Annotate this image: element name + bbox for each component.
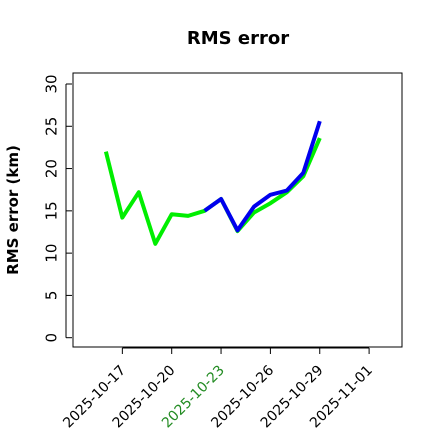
data-line	[203, 120, 322, 233]
y-tick-label: 15	[43, 201, 61, 220]
chart-title: RMS error	[187, 28, 289, 49]
y-tick-label: 25	[43, 117, 61, 136]
y-tick-label: 10	[43, 244, 61, 263]
y-tick-label: 0	[43, 333, 61, 343]
y-tick-label: 5	[43, 291, 61, 301]
y-tick-label: 30	[43, 74, 61, 93]
plot-frame	[72, 72, 403, 348]
y-axis-label: RMS error (km)	[4, 145, 22, 275]
y-tick-label: 20	[43, 159, 61, 178]
